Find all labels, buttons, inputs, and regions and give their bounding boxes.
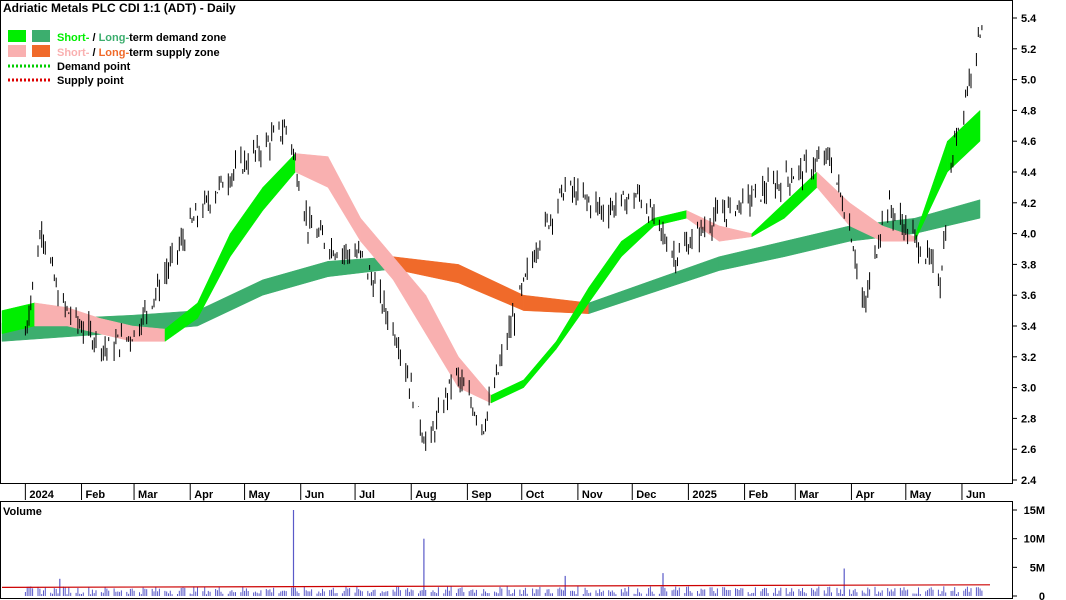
date-tick-label: Jun [305, 489, 325, 501]
price-tick-label: 5.0 [1021, 75, 1036, 87]
short-term-zone [1, 109, 981, 404]
date-tick-label: Aug [415, 489, 436, 501]
volume-panel-title: Volume [3, 506, 42, 518]
price-tick-label: 5.4 [1021, 13, 1037, 25]
legend-demand-sep: / [89, 32, 98, 44]
long-term-zone-segment [653, 256, 720, 293]
legend-swatch-short-demand [8, 30, 26, 42]
short-term-zone-segment [295, 153, 329, 188]
date-tick-label: May [249, 489, 271, 501]
short-term-zone-segment [686, 210, 720, 242]
price-tick-label: 5.2 [1021, 44, 1036, 56]
long-term-zone [1, 199, 981, 342]
chart-title: Adriatic Metals PLC CDI 1:1 (ADT) - Dail… [3, 1, 236, 15]
date-tick-label: Jun [966, 489, 986, 501]
price-tick-label: 3.0 [1021, 383, 1036, 395]
price-tick-label: 4.4 [1021, 167, 1037, 179]
date-tick-label: Apr [855, 489, 875, 501]
price-tick-label: 3.4 [1021, 321, 1037, 333]
long-term-zone-segment [262, 260, 329, 296]
long-term-zone-segment [718, 240, 785, 271]
date-tick-label: Sep [471, 489, 491, 501]
date-tick-label: 2024 [29, 489, 54, 501]
price-tick-label: 4.2 [1021, 198, 1036, 210]
price-axis: 2.4 2.6 2.8 3.0 3.2 3.4 3.6 3.8 4.0 4.2 4.4 4.6 4.8 5… [1012, 13, 1037, 487]
legend-supply-long: Long- [99, 47, 130, 59]
volume-panel-frame [0, 501, 1013, 599]
volume-tick-label: 10M [1024, 534, 1045, 546]
price-tick-label: 4.0 [1021, 229, 1036, 241]
date-tick-label: Dec [636, 489, 656, 501]
short-term-zone-segment [523, 340, 557, 389]
volume-bars [1, 510, 991, 596]
legend-supply-point: Supply point [57, 75, 124, 87]
long-term-zone-segment [784, 225, 850, 258]
date-tick-label: Feb [749, 489, 769, 501]
legend-demand-short: Short- [57, 32, 90, 44]
date-tick-label: Nov [582, 489, 604, 501]
short-term-zone-segment [816, 171, 850, 227]
legend-supply-short: Short- [57, 47, 90, 59]
legend-swatch-long-supply [32, 45, 50, 57]
price-tick-label: 3.6 [1021, 290, 1036, 302]
short-term-zone-segment [751, 202, 785, 238]
date-axis: 2024 Feb Mar Apr May Jun Jul Aug Sep Oct Nov Dec 202… [24, 484, 986, 501]
price-bars [24, 25, 983, 451]
short-term-zone-segment [458, 356, 492, 404]
legend-demand-point: Demand point [57, 61, 131, 73]
short-term-zone-segment [327, 156, 361, 243]
price-tick-label: 3.8 [1021, 259, 1036, 271]
legend-swatch-short-supply [8, 45, 26, 57]
short-term-zone-segment [490, 379, 524, 404]
date-tick-label: 2025 [692, 489, 716, 501]
date-tick-label: Mar [799, 489, 819, 501]
long-term-zone-segment [914, 199, 981, 234]
date-tick-label: Mar [138, 489, 158, 501]
price-tick-label: 2.6 [1021, 444, 1036, 456]
short-term-zone-segment [718, 225, 753, 242]
legend-supply-sep: / [89, 47, 98, 59]
price-tick-label: 3.2 [1021, 352, 1036, 364]
legend-demand-zone: Short- / Long-term demand zone [57, 32, 226, 44]
date-tick-label: Feb [86, 489, 106, 501]
price-tick-label: 2.8 [1021, 413, 1036, 425]
legend-supply-zone: Short- / Long-term supply zone [57, 47, 220, 59]
date-tick-label: Jul [359, 489, 375, 501]
price-panel-frame [0, 0, 1013, 484]
short-term-zone-segment [425, 295, 459, 389]
short-term-zone-segment [653, 210, 687, 227]
volume-tick-label: 5M [1030, 562, 1045, 574]
long-term-zone-segment [458, 264, 524, 311]
legend-demand-rest: term demand zone [129, 32, 226, 44]
legend-demand-long: Long- [99, 32, 130, 44]
date-tick-label: Oct [526, 489, 545, 501]
volume-tick-label: 0 [1039, 591, 1045, 600]
price-tick-label: 2.4 [1021, 475, 1037, 487]
volume-axis: 0 5M 10M 15M [1012, 505, 1045, 600]
price-tick-label: 4.6 [1021, 136, 1036, 148]
short-term-zone-segment [555, 286, 590, 350]
legend: Short- / Long-term demand zone Short- / … [8, 30, 226, 87]
short-term-zone-segment [947, 109, 981, 173]
short-term-zone-segment [229, 186, 264, 258]
volume-tick-label: 15M [1024, 505, 1045, 517]
short-term-zone-segment [262, 152, 296, 212]
legend-supply-rest: term supply zone [129, 47, 219, 59]
date-tick-label: Apr [194, 489, 214, 501]
volume-average-line [1, 584, 991, 589]
legend-swatch-long-demand [32, 30, 50, 42]
short-term-zone-segment [34, 302, 68, 327]
date-tick-label: May [910, 489, 932, 501]
short-term-zone-segment [621, 217, 655, 258]
price-tick-label: 4.8 [1021, 105, 1036, 117]
